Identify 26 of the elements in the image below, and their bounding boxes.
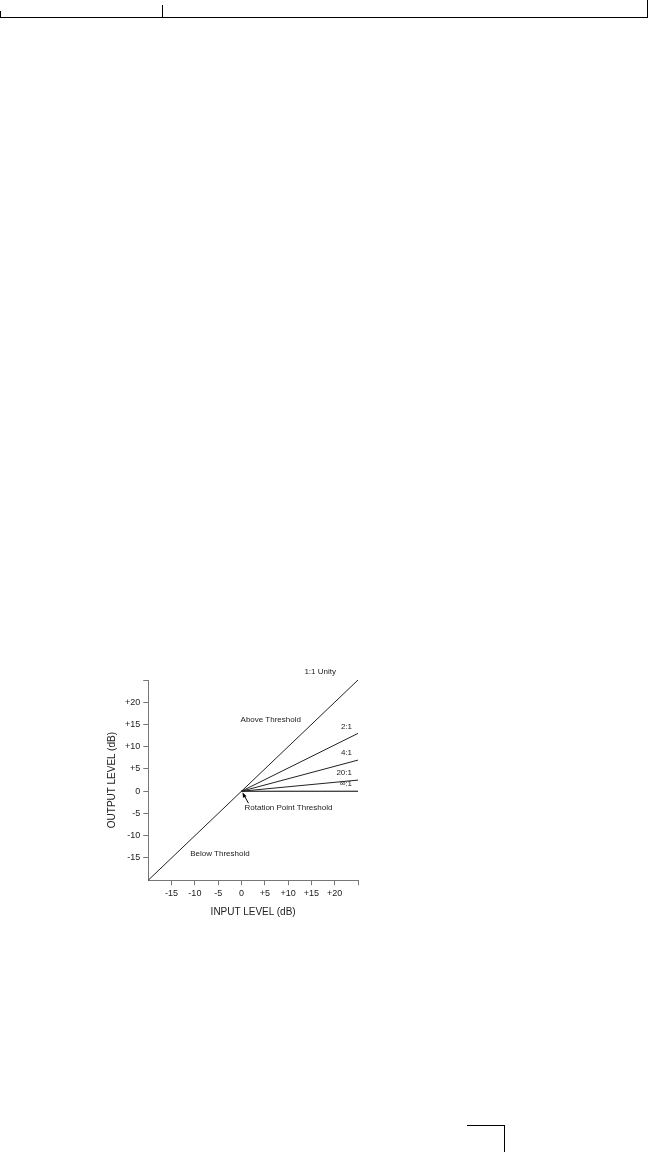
x-tick-label: -5 (214, 888, 223, 899)
series-label: 20:1 (336, 768, 353, 778)
x-tick-label: +20 (327, 888, 343, 899)
y-tick-label: +10 (124, 741, 141, 752)
x-tick-label: 0 (238, 888, 244, 899)
x-tick-label: +15 (303, 888, 320, 899)
y-tick-label: -15 (127, 852, 141, 863)
y-tick-label: 0 (135, 785, 141, 796)
y-tick-label: -10 (127, 830, 141, 841)
series-label: ∞:1 (339, 779, 353, 789)
annotation: Above Threshold (240, 715, 301, 725)
x-tick-label: -15 (165, 888, 179, 899)
y-tick-label: +15 (124, 718, 141, 729)
series-label: 2:1 (340, 721, 353, 731)
x-tick-label: -10 (188, 888, 202, 899)
x-tick-label: +5 (259, 888, 270, 899)
y-axis-title: OUTPUT LEVEL (dB) (105, 732, 117, 829)
x-axis-title: INPUT LEVEL (dB) (210, 905, 296, 917)
annotation: Rotation Point Threshold (244, 803, 333, 813)
series-label: 4:1 (340, 748, 353, 758)
x-tick-label: +10 (280, 888, 296, 899)
y-tick-label: +20 (124, 696, 141, 707)
y-tick-label: -5 (132, 807, 141, 818)
y-tick-label: +5 (130, 763, 141, 774)
annotation: Below Threshold (190, 849, 250, 859)
text: 1:1 Unity (304, 667, 336, 677)
